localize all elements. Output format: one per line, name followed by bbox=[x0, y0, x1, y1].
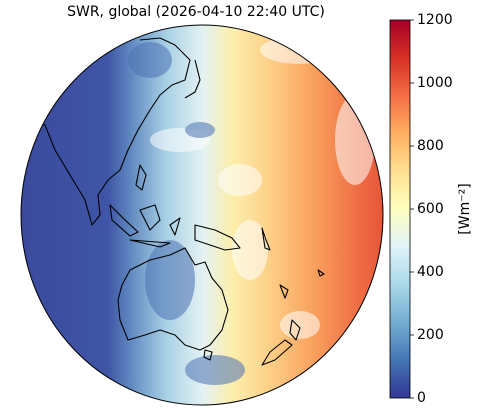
colorbar-tick-label: 400 bbox=[417, 264, 444, 280]
swr-field bbox=[21, 25, 383, 405]
colorbar-tick-label: 200 bbox=[417, 327, 444, 343]
colorbar-label: [Wm⁻²] bbox=[457, 183, 473, 234]
globe-outline bbox=[20, 24, 384, 406]
colorbar-tick-label: 0 bbox=[417, 390, 426, 406]
colorbar-tick-label: 800 bbox=[417, 138, 444, 154]
cloud-shadows bbox=[128, 42, 245, 385]
colorbar-tick-label: 1200 bbox=[417, 12, 453, 28]
colorbar bbox=[389, 19, 411, 399]
map-title: SWR, global (2026-04-10 22:40 UTC) bbox=[67, 4, 325, 20]
coastlines bbox=[21, 37, 325, 366]
colorbar-tick-label: 600 bbox=[417, 201, 444, 217]
colorbar-tick-label: 1000 bbox=[417, 75, 453, 91]
